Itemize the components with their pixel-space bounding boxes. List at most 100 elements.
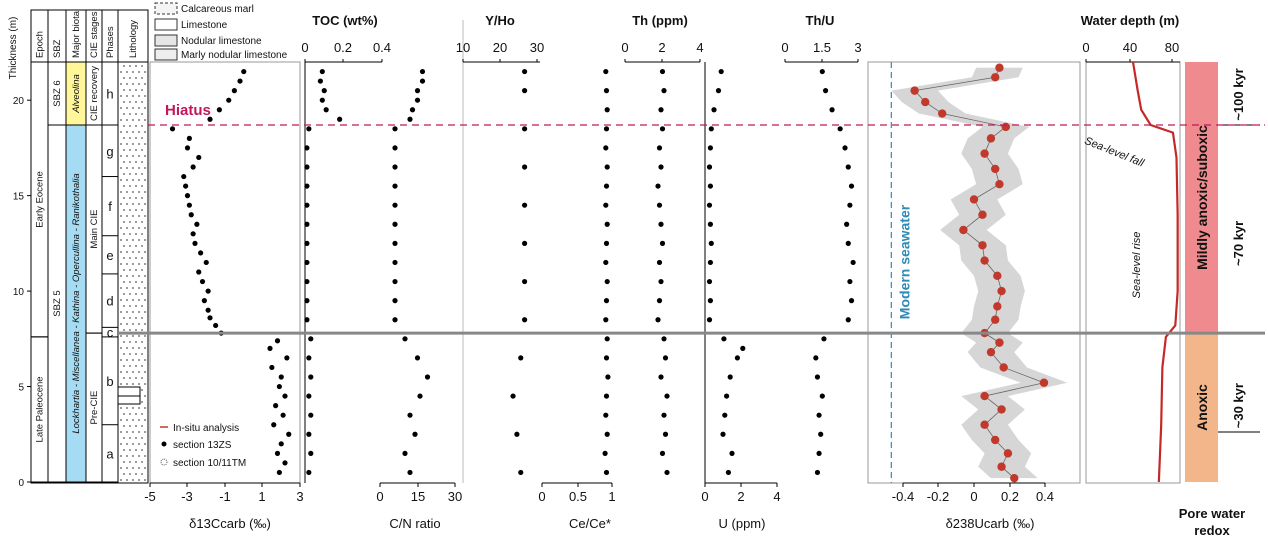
cn-point — [407, 469, 413, 476]
d238u-series — [910, 63, 1049, 483]
thickness-tick-label: 10 — [13, 287, 25, 298]
th-point — [661, 336, 667, 342]
lithology-dot — [141, 365, 143, 367]
lithology-dot — [135, 341, 137, 343]
lithology-dot — [132, 239, 134, 241]
lithology-dot — [132, 191, 134, 193]
lithology-dot — [132, 383, 134, 385]
redox-panel: Mildly anoxic/suboxic Anoxic ~100 kyr ~70 k… — [1179, 62, 1260, 538]
d13c-point — [192, 240, 198, 246]
cn-point — [392, 183, 398, 189]
lithology-dot — [147, 401, 149, 403]
lithology-dot — [135, 353, 137, 355]
th-point — [656, 202, 663, 208]
cece-tick-label: 1 — [608, 489, 615, 504]
lithology-dot — [135, 209, 137, 211]
toc-point — [304, 278, 310, 285]
d13c-point — [280, 412, 286, 418]
lithology-dot — [141, 293, 143, 295]
d13c-point — [226, 97, 232, 103]
d13c-point — [203, 259, 209, 266]
lithology-dot — [147, 77, 149, 79]
lithology-dot — [129, 221, 131, 223]
timing-label: ~30 kyr — [1231, 383, 1246, 428]
lithology-dot — [129, 65, 131, 67]
d13c-point — [199, 278, 206, 285]
lithology-dot — [135, 113, 137, 115]
lithology-dot — [126, 371, 128, 373]
lithology-dot — [141, 149, 143, 151]
lithology-dot — [147, 281, 149, 283]
lithology-dot — [132, 83, 134, 85]
d13c-point — [278, 441, 284, 447]
thickness-tick-label: 20 — [13, 96, 25, 107]
lithology-dot — [144, 455, 146, 457]
thu-point — [845, 317, 851, 323]
d13c-tick-label: -1 — [219, 489, 231, 504]
lithology-dot — [141, 269, 143, 271]
yho-tick-label: 20 — [493, 40, 507, 55]
cece-title: Ce/Ce* — [569, 516, 611, 531]
lithology-dot — [120, 155, 122, 157]
cie-stage-label: Pre-CIE — [89, 391, 100, 425]
lithology-dot — [120, 323, 122, 325]
lithology-dot — [144, 215, 146, 217]
thu-point — [848, 298, 855, 304]
lithology-dot — [126, 335, 128, 337]
d13c-point — [274, 338, 281, 344]
lithology-dot — [120, 71, 122, 73]
lithology-dot — [129, 329, 131, 331]
toc-point — [306, 355, 312, 361]
lithology-dot — [129, 173, 131, 175]
d13c-point — [186, 202, 192, 208]
th-point — [658, 278, 664, 285]
thu-point — [845, 164, 851, 170]
modern-seawater-label: Modern seawater — [896, 204, 912, 319]
d13c-point — [169, 126, 176, 132]
lithology-dot — [129, 269, 131, 271]
lithology-dot — [135, 197, 137, 199]
d238u-tick-label: -0.4 — [892, 489, 914, 504]
lithology-dot — [129, 473, 131, 475]
cn-point — [392, 126, 398, 132]
d238u-point — [959, 225, 968, 235]
cn-tick-label: 15 — [411, 489, 425, 504]
lithology-dot — [138, 407, 140, 409]
d238u-point — [995, 338, 1004, 347]
u-point — [706, 278, 713, 285]
lithology-dot — [138, 299, 140, 301]
lithology-legend-label: Marly nodular limestone — [181, 50, 288, 61]
lithology-dot — [132, 263, 134, 265]
lithology-dot — [135, 173, 137, 175]
lithology-dot — [135, 413, 137, 415]
lithology-dot — [147, 293, 149, 295]
th-tick-label: 2 — [658, 40, 665, 55]
cece-point — [603, 317, 609, 323]
lithology-dot — [138, 203, 140, 205]
yho-point — [522, 317, 528, 323]
d13c-point — [196, 269, 202, 275]
lithology-dot — [138, 419, 140, 421]
cn-point — [402, 450, 408, 456]
lithology-dot — [126, 179, 128, 181]
d13c-point — [276, 469, 282, 476]
u-tick-label: 0 — [701, 489, 708, 504]
lithology-dot — [123, 449, 125, 451]
d13c-point — [196, 154, 202, 161]
th-tick-label: 0 — [621, 40, 628, 55]
depth-title: Water depth (m) — [1081, 13, 1179, 28]
lithology-dot — [129, 233, 131, 235]
biota-label: Lockhartia - Miscellanea - Kathina - Ope… — [71, 173, 82, 433]
toc-point — [337, 116, 343, 122]
lithology-dot — [141, 221, 143, 223]
lithology-dot — [138, 275, 140, 277]
th-tick-label: 4 — [696, 40, 703, 55]
d238u-tick-label: 0 — [970, 489, 977, 504]
th-point — [661, 412, 667, 418]
lithology-dot — [147, 185, 149, 187]
lithology-dot — [129, 137, 131, 139]
lithology-dot — [120, 467, 122, 469]
lithology-dot — [132, 227, 134, 229]
sbz-label: SBZ 6 — [52, 80, 63, 106]
cn-point — [402, 336, 408, 342]
